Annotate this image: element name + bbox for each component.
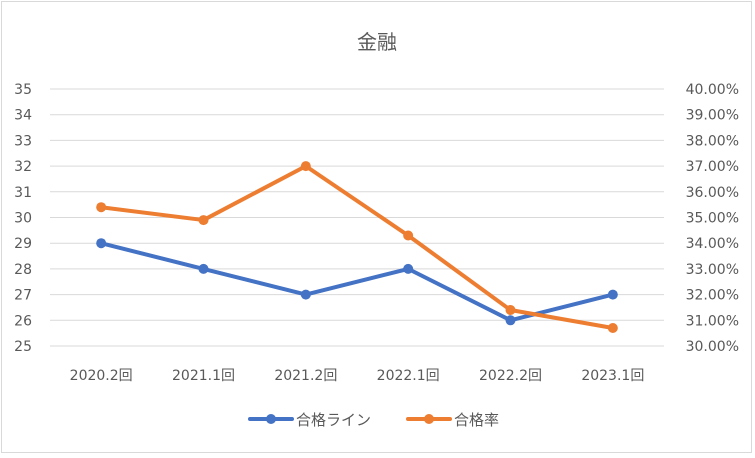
right-tick-label: 38.00% [686,133,739,149]
right-tick-label: 39.00% [686,108,739,124]
series-lines [96,161,618,334]
data-point [607,289,618,300]
x-tick-label: 2021.2回 [274,368,337,384]
data-point [96,202,107,213]
right-tick-label: 33.00% [686,262,739,278]
legend-swatch-marker [266,414,276,424]
legend: 合格ライン 合格率 [248,411,499,429]
data-point [300,161,311,172]
data-point [505,315,516,326]
legend-swatch-marker [424,414,434,424]
left-tick-label: 25 [14,339,32,355]
x-tick-label: 2022.1回 [377,368,440,384]
left-tick-label: 33 [14,133,32,149]
right-tick-label: 36.00% [686,185,739,201]
right-tick-label: 35.00% [686,211,739,227]
series-line [99,241,615,323]
left-tick-label: 32 [14,159,32,175]
left-tick-label: 30 [14,211,32,227]
legend-label: 合格ライン [296,411,371,429]
right-tick-label: 32.00% [686,288,739,304]
right-tick-label: 34.00% [686,236,739,252]
left-tick-label: 35 [14,82,32,98]
legend-label: 合格率 [454,411,499,429]
data-point [300,289,311,300]
data-point [403,263,414,274]
left-tick-label: 34 [14,108,32,124]
x-tick-label: 2023.1回 [581,368,644,384]
right-tick-label: 31.00% [686,313,739,329]
x-tick-label: 2022.2回 [479,368,542,384]
data-point [403,230,414,241]
right-tick-label: 30.00% [686,339,739,355]
right-axis-ticks: 30.00% 31.00% 32.00% 33.00% 34.00% 35.00% 36.0… [686,82,739,355]
x-tick-label: 2021.1回 [172,368,235,384]
left-tick-label: 26 [14,313,32,329]
data-point [198,215,209,226]
right-tick-label: 37.00% [686,159,739,175]
left-tick-label: 31 [14,185,32,201]
x-axis-ticks: 2020.2回 2021.1回 2021.2回 2022.1回 2022.2回 2023.… [70,368,645,384]
data-point [505,305,516,316]
right-tick-label: 40.00% [686,82,739,98]
series-line [99,164,615,331]
left-tick-label: 28 [14,262,32,278]
left-tick-label: 27 [14,288,32,304]
left-tick-label: 29 [14,236,32,252]
data-point [198,263,209,274]
gridlines [50,88,664,347]
chart-title: 金融 [357,30,397,54]
left-axis-ticks: 25 26 27 28 29 30 31 32 33 34 35 [14,82,32,355]
data-point [607,323,618,334]
x-tick-label: 2020.2回 [70,368,133,384]
data-point [96,238,107,249]
